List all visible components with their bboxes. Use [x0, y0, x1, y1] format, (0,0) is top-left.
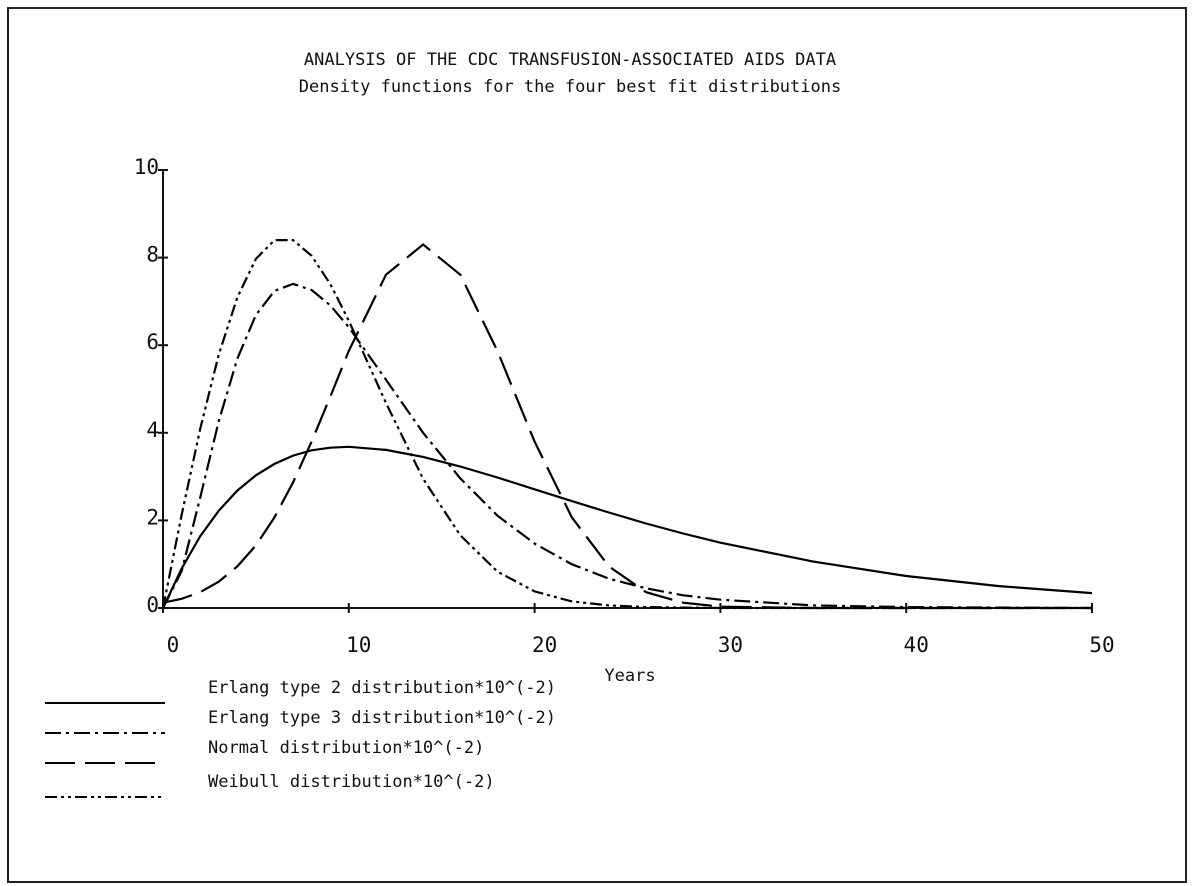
- x-tick-label: 20: [532, 633, 557, 657]
- frame: [7, 7, 1187, 883]
- series-line: [161, 239, 1092, 610]
- legend-label: Erlang type 2 distribution*10^(-2): [208, 678, 556, 698]
- y-tick-label: 4: [146, 418, 159, 442]
- y-tick-label: 6: [146, 330, 159, 354]
- x-tick-label: 0: [167, 633, 180, 657]
- y-tick-label: 8: [146, 243, 159, 267]
- y-tick-label: 0: [146, 593, 159, 617]
- series-line: [162, 243, 1092, 610]
- x-tick-label: 30: [718, 633, 743, 657]
- legend-label: Weibull distribution*10^(-2): [208, 772, 495, 792]
- chart-title: ANALYSIS OF THE CDC TRANSFUSION-ASSOCIAT…: [304, 50, 836, 70]
- chart-subtitle: Density functions for the four best fit …: [299, 77, 841, 97]
- x-tick-label: 40: [904, 633, 929, 657]
- x-tick-label: 50: [1089, 633, 1114, 657]
- series-line: [162, 445, 1093, 609]
- legend-label: Erlang type 3 distribution*10^(-2): [208, 708, 556, 728]
- y-tick-label: 10: [134, 155, 159, 179]
- x-tick-label: 10: [346, 633, 371, 657]
- legend-label: Normal distribution*10^(-2): [208, 738, 484, 758]
- series-line: [162, 282, 1093, 610]
- x-axis-label: Years: [604, 666, 655, 686]
- y-tick-label: 2: [146, 505, 159, 529]
